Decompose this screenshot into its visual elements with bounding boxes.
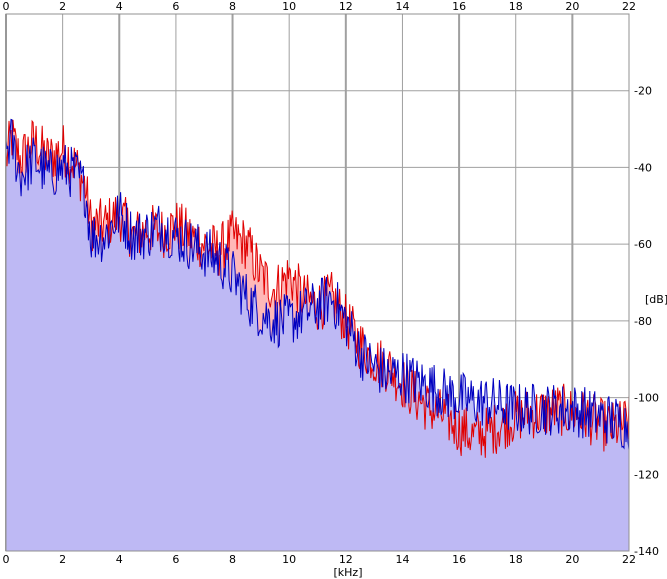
x-tick-bottom-10: 20 — [565, 553, 579, 566]
x-tick-top-7: 14 — [395, 0, 409, 13]
x-tick-bottom-3: 6 — [172, 553, 179, 566]
spectrum-lines — [5, 118, 630, 458]
plot-border — [5, 13, 630, 552]
x-tick-top-1: 2 — [59, 0, 66, 13]
x-tick-bottom-11: 22 — [622, 553, 636, 566]
y-tick-0: -20 — [634, 85, 652, 98]
x-tick-top-10: 20 — [565, 0, 579, 13]
x-tick-bottom-5: 10 — [282, 553, 296, 566]
x-tick-bottom-9: 18 — [509, 553, 523, 566]
y-tick-1: -40 — [634, 161, 652, 174]
x-tick-bottom-8: 16 — [452, 553, 466, 566]
y-axis-label: [dB] — [645, 293, 667, 306]
x-tick-bottom-2: 4 — [116, 553, 123, 566]
x-axis-label: [kHz] — [334, 566, 363, 579]
x-tick-top-11: 22 — [622, 0, 636, 13]
x-tick-top-2: 4 — [116, 0, 123, 13]
y-tick-5: -120 — [634, 468, 659, 481]
x-tick-top-4: 8 — [229, 0, 236, 13]
x-tick-top-6: 12 — [339, 0, 353, 13]
y-tick-3: -80 — [634, 315, 652, 328]
x-tick-bottom-6: 12 — [339, 553, 353, 566]
y-tick-labels: -20 -40 -60 -80 -100 -120 -140 — [634, 85, 659, 558]
x-tick-top-5: 10 — [282, 0, 296, 13]
x-tick-bottom-1: 2 — [59, 553, 66, 566]
x-tick-bottom-7: 14 — [395, 553, 409, 566]
x-tick-bottom-0: 0 — [3, 553, 10, 566]
series-line-1 — [5, 118, 630, 451]
x-tick-bottom-4: 8 — [229, 553, 236, 566]
y-tick-6: -140 — [634, 545, 659, 558]
x-tick-top-0: 0 — [3, 0, 10, 13]
y-tick-4: -100 — [634, 392, 659, 405]
x-tick-top-3: 6 — [172, 0, 179, 13]
x-tick-top-8: 16 — [452, 0, 466, 13]
y-tick-2: -60 — [634, 238, 652, 251]
x-tick-top-9: 18 — [509, 0, 523, 13]
